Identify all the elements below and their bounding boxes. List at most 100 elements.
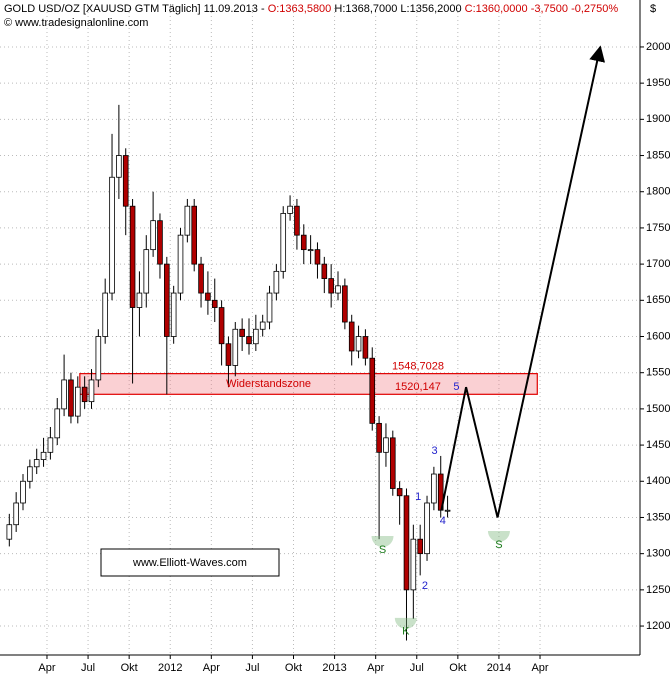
watermark-box <box>100 548 280 577</box>
candle-body <box>74 386 81 417</box>
x-tick-label: Jul <box>81 662 95 674</box>
header-part: H:1368,7000 L:1356,2000 <box>331 3 464 15</box>
candle-body <box>431 473 437 504</box>
header-part: C:1360,0000 -3,7500 -0,2750% <box>465 3 619 15</box>
band-lower-label: 1520,147 <box>395 381 441 393</box>
x-tick-label: Jul <box>245 662 259 674</box>
candle-body <box>225 343 232 366</box>
candle-body <box>424 502 430 555</box>
wave-marker <box>394 617 417 629</box>
x-tick-label: Jul <box>410 662 424 674</box>
candle-body <box>6 524 13 540</box>
y-tick-label: 1250 <box>646 584 670 596</box>
candle-body <box>143 249 150 294</box>
y-unit: $ <box>650 3 656 15</box>
candle-body <box>102 292 108 337</box>
y-tick-label: 1750 <box>646 222 670 234</box>
candle-body <box>191 205 198 265</box>
x-tick-label: 2014 <box>487 662 511 674</box>
candle-body <box>342 285 348 323</box>
candle-body <box>81 386 88 403</box>
header-part: O:1363,5800 <box>268 3 332 15</box>
candle-body <box>403 495 410 591</box>
wave-marker <box>371 536 394 548</box>
candle-body <box>369 357 376 424</box>
candle-body <box>314 249 321 265</box>
candle-body <box>157 220 163 265</box>
candle-body <box>170 292 177 337</box>
y-tick-label: 1200 <box>646 620 670 632</box>
candle-body <box>232 328 239 366</box>
y-tick-label: 1700 <box>646 258 670 270</box>
candle-body <box>68 379 74 417</box>
candle-body <box>184 205 191 236</box>
candle-body <box>198 263 204 294</box>
candle-body <box>389 437 396 489</box>
wave-label: 1 <box>415 491 421 503</box>
x-tick-label: Apr <box>531 662 548 674</box>
candle-body <box>246 336 252 345</box>
x-tick-label: Apr <box>38 662 55 674</box>
x-tick-label: Okt <box>285 662 302 674</box>
header-part: GOLD USD/OZ [XAUUSD GTM Täglich] 11.09.2… <box>4 3 268 15</box>
wave-label: 3 <box>432 445 438 457</box>
band-label: Widerstandszone <box>226 378 311 390</box>
candle-body <box>376 422 382 453</box>
candle-body <box>410 538 417 591</box>
candle-body <box>355 336 362 352</box>
wave-label: 2 <box>422 580 428 592</box>
candle-body <box>287 205 293 214</box>
candle-body <box>136 292 143 308</box>
candle-body <box>362 336 369 359</box>
candle-body <box>396 488 403 497</box>
y-tick-label: 1850 <box>646 149 670 161</box>
wave-label: S <box>495 539 502 551</box>
y-tick-label: 1350 <box>646 511 670 523</box>
candle-body <box>259 321 266 330</box>
candle-body <box>294 205 300 236</box>
candle-body <box>27 466 33 482</box>
header: GOLD USD/OZ [XAUUSD GTM Täglich] 11.09.2… <box>4 3 618 15</box>
wave-marker <box>487 530 510 542</box>
candle-body <box>335 285 341 294</box>
x-tick-label: Apr <box>203 662 220 674</box>
y-tick-label: 1300 <box>646 548 670 560</box>
candle-body <box>444 509 451 512</box>
candle-body <box>348 321 355 352</box>
band-upper-label: 1548,7028 <box>392 361 444 373</box>
x-tick-label: 2013 <box>322 662 346 674</box>
y-tick-label: 1550 <box>646 367 670 379</box>
wave-label: 4 <box>440 515 446 527</box>
wave-label: 5 <box>453 381 459 393</box>
candle-body <box>150 220 156 251</box>
candle-body <box>280 213 287 272</box>
candle-body <box>95 336 102 381</box>
copyright: © www.tradesignalonline.com <box>4 17 148 29</box>
candle-body <box>253 328 259 345</box>
y-tick-label: 1800 <box>646 186 670 198</box>
candle-body <box>129 205 136 308</box>
candle-body <box>273 270 280 294</box>
candle-body <box>211 299 218 308</box>
candle-body <box>88 379 95 403</box>
watermark: www.Elliott-Waves.com <box>132 557 247 569</box>
y-tick-label: 1450 <box>646 439 670 451</box>
candle-body <box>218 307 225 345</box>
candle-body <box>383 437 389 453</box>
y-tick-label: 1900 <box>646 113 670 125</box>
candle-body <box>13 502 19 526</box>
candle-body <box>164 263 170 337</box>
candle-body <box>122 155 129 207</box>
candle-body <box>61 379 67 410</box>
candle-body <box>40 451 47 460</box>
candle-body <box>307 249 314 252</box>
candle-body <box>109 176 115 294</box>
candle-body <box>328 278 334 294</box>
y-tick-label: 1500 <box>646 403 670 415</box>
projection-path <box>440 45 606 518</box>
candle-body <box>20 480 26 504</box>
candle-body <box>177 234 184 294</box>
candle-body <box>33 459 40 468</box>
candle-body <box>300 234 307 251</box>
candle-body <box>417 538 423 555</box>
